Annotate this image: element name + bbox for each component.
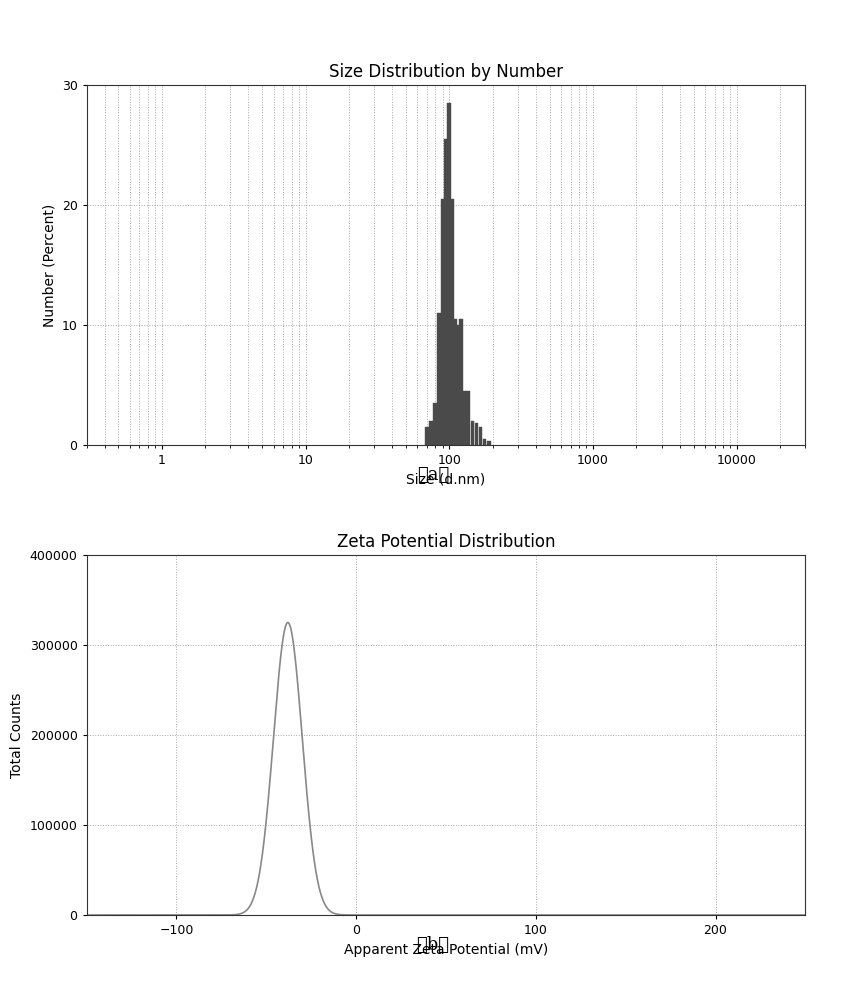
Bar — [444, 139, 448, 445]
Bar — [425, 427, 429, 445]
Text: （a）: （a） — [417, 466, 449, 484]
Bar — [430, 421, 433, 445]
Bar — [475, 423, 479, 445]
Bar — [459, 319, 462, 445]
Y-axis label: Number (Percent): Number (Percent) — [42, 203, 56, 327]
Bar — [450, 199, 454, 445]
Bar — [470, 421, 475, 445]
Bar — [487, 441, 490, 445]
Title: Size Distribution by Number: Size Distribution by Number — [329, 63, 563, 81]
Bar — [434, 403, 437, 445]
Legend: Record 368: 20170410-DOPA-PEG 1: Record 368: 20170410-DOPA-PEG 1 — [297, 600, 595, 625]
Text: （b）: （b） — [417, 936, 449, 954]
Bar — [482, 439, 487, 445]
Y-axis label: Total Counts: Total Counts — [10, 692, 24, 778]
Bar — [437, 313, 441, 445]
Bar — [456, 325, 460, 445]
Bar — [462, 391, 467, 445]
Title: Zeta Potential Distribution: Zeta Potential Distribution — [337, 533, 555, 551]
X-axis label: Apparent Zeta Potential (mV): Apparent Zeta Potential (mV) — [344, 943, 548, 957]
Bar — [453, 319, 457, 445]
X-axis label: Size (d.nm): Size (d.nm) — [406, 473, 486, 487]
Bar — [448, 103, 451, 445]
Bar — [441, 199, 444, 445]
Bar — [479, 427, 482, 445]
Bar — [467, 391, 470, 445]
